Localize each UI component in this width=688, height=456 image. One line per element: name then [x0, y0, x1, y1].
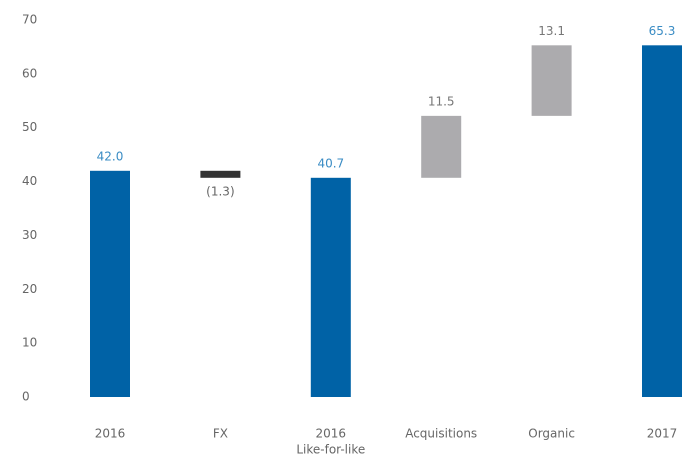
bar	[200, 170, 241, 178]
y-tick-label: 30	[22, 228, 37, 242]
x-tick-label: FX	[213, 427, 228, 441]
x-tick-label: Organic	[528, 427, 575, 441]
bar	[421, 115, 462, 178]
y-tick-label: 20	[22, 282, 37, 296]
x-tick-label: Acquisitions	[405, 427, 477, 441]
value-label: 13.1	[538, 24, 565, 38]
y-tick-label: 0	[22, 390, 30, 404]
value-label: 65.3	[649, 24, 676, 38]
value-label: 40.7	[317, 156, 344, 170]
bar	[310, 177, 351, 397]
y-tick-label: 60	[22, 66, 37, 80]
x-tick-label: 2016	[316, 427, 347, 441]
bar	[642, 45, 682, 397]
x-tick-label: 2016	[95, 427, 126, 441]
x-tick-label: 2017	[647, 427, 678, 441]
x-tick-label: Like-for-like	[296, 443, 365, 456]
y-tick-label: 10	[22, 336, 37, 350]
value-label: (1.3)	[206, 184, 234, 198]
bar	[90, 170, 130, 397]
y-tick-label: 50	[22, 120, 37, 134]
value-label: 11.5	[428, 94, 455, 108]
y-tick-label: 70	[22, 13, 37, 27]
y-tick-label: 40	[22, 174, 37, 188]
value-label: 42.0	[97, 149, 124, 163]
bar	[531, 45, 572, 116]
